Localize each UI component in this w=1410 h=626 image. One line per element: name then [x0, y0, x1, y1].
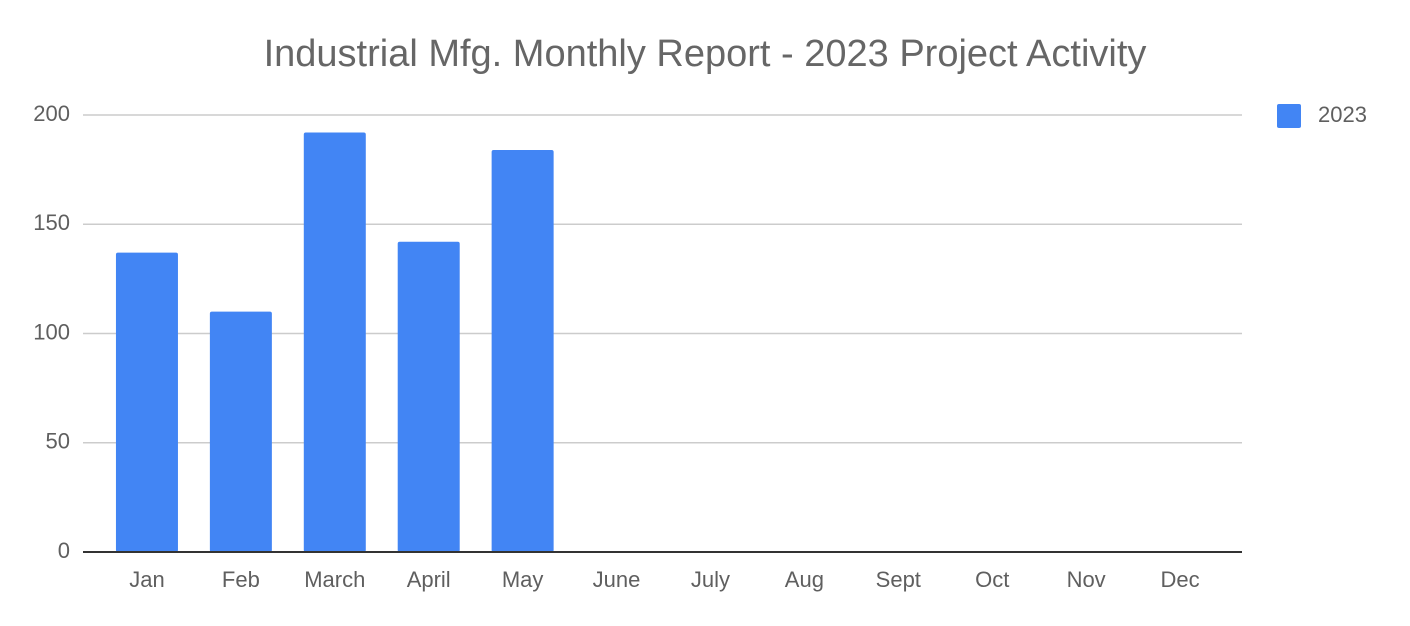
bar: [303, 132, 366, 553]
bar: [397, 241, 460, 553]
x-tick-label: April: [407, 567, 451, 592]
bar: [115, 252, 178, 552]
legend-label: 2023: [1318, 102, 1367, 127]
x-tick-label: May: [502, 567, 544, 592]
x-tick-label: Sept: [876, 567, 921, 592]
y-tick-label: 100: [33, 319, 70, 344]
legend-swatch: [1277, 104, 1301, 128]
y-tick-label: 150: [33, 210, 70, 235]
x-tick-label: Feb: [222, 567, 260, 592]
chart-title: Industrial Mfg. Monthly Report - 2023 Pr…: [264, 33, 1147, 75]
x-tick-label: March: [304, 567, 365, 592]
x-tick-label: Jan: [129, 567, 164, 592]
x-tick-label: July: [691, 567, 730, 592]
y-tick-label: 0: [58, 538, 70, 563]
bar: [491, 149, 554, 552]
x-tick-label: Dec: [1160, 567, 1199, 592]
x-tick-label: June: [593, 567, 641, 592]
y-tick-label: 200: [33, 101, 70, 126]
bar: [209, 311, 272, 552]
x-tick-label: Nov: [1067, 567, 1106, 592]
y-tick-label: 50: [46, 429, 70, 454]
x-tick-label: Aug: [785, 567, 824, 592]
x-tick-label: Oct: [975, 567, 1009, 592]
